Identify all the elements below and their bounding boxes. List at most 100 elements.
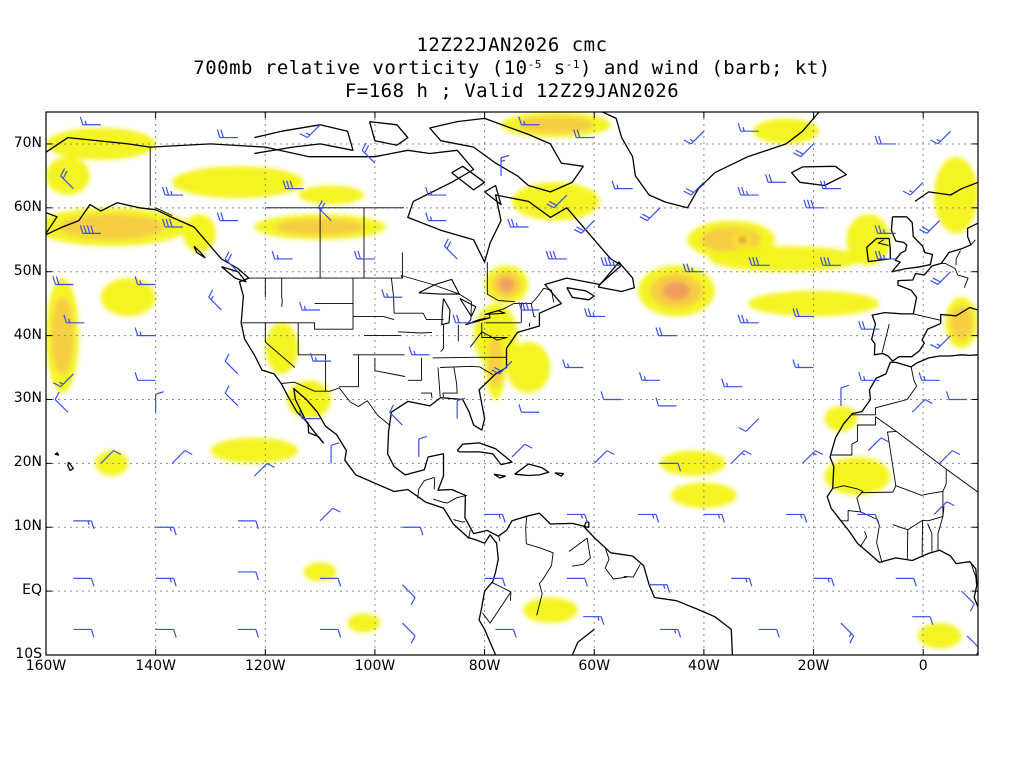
wind-barb	[919, 220, 941, 234]
political-boundary	[895, 469, 947, 496]
wind-barbs	[52, 116, 978, 655]
wind-barb	[518, 301, 540, 311]
wind-barb	[155, 628, 177, 638]
wind-barb	[566, 513, 588, 523]
political-boundary	[417, 476, 435, 499]
wind-barb	[731, 577, 753, 587]
wind-barb	[737, 314, 759, 324]
wind-barb	[765, 174, 787, 183]
vorticity-patch	[824, 405, 858, 432]
wind-barb	[858, 321, 880, 330]
wind-barb	[562, 359, 584, 369]
graticule	[46, 112, 978, 655]
wind-barb	[443, 238, 458, 260]
wind-barb	[425, 212, 447, 222]
political-boundary	[907, 519, 923, 531]
wind-barb	[737, 122, 759, 132]
vorticity-patch	[298, 185, 364, 205]
political-boundary	[623, 564, 641, 578]
vorticity-patch	[303, 562, 337, 582]
vorticity-patch	[709, 246, 863, 272]
vorticity-patch	[210, 437, 299, 464]
wind-barb	[54, 391, 69, 413]
political-boundary	[941, 262, 969, 288]
wind-barb	[840, 384, 850, 406]
wind-barb	[224, 385, 239, 407]
wind-barb	[237, 628, 259, 638]
wind-barb	[945, 391, 968, 401]
wind-barb	[134, 372, 156, 381]
wind-barb	[381, 289, 403, 298]
wind-barb	[79, 116, 101, 126]
wind-barb	[611, 180, 633, 190]
lon-label: 40W	[688, 658, 720, 674]
wind-barb	[408, 346, 430, 356]
coastline	[254, 124, 354, 155]
coastline	[456, 442, 513, 466]
wind-barb	[792, 308, 814, 318]
vorticity-patch	[670, 482, 737, 509]
political-boundary	[442, 367, 458, 397]
wind-barb	[73, 577, 95, 587]
political-boundary	[469, 331, 508, 348]
wind-barb	[912, 616, 934, 625]
vorticity-patch	[265, 322, 299, 374]
political-boundary	[397, 331, 433, 334]
lat-label: 20N	[13, 454, 42, 471]
wind-barb	[401, 622, 416, 644]
vorticity-patch	[51, 296, 74, 375]
political-boundary	[568, 537, 591, 567]
wind-barb	[840, 622, 855, 644]
political-boundary	[281, 381, 391, 427]
political-boundary	[482, 591, 512, 624]
wind-barb	[320, 577, 342, 587]
political-boundary	[248, 275, 555, 324]
wind-barb	[452, 314, 474, 324]
coastline	[826, 354, 978, 608]
wind-barb	[792, 359, 814, 369]
wind-barb	[600, 257, 622, 266]
lat-label: 40N	[13, 326, 42, 343]
wind-barb	[518, 116, 540, 126]
political-boundary	[264, 322, 296, 368]
wind-barb	[52, 276, 74, 286]
wind-barb	[484, 577, 506, 587]
wind-barb	[939, 450, 961, 464]
wind-barb	[930, 130, 952, 145]
political-boundary	[833, 485, 864, 499]
wind-barb	[216, 212, 238, 222]
wind-barb	[730, 450, 752, 464]
wind-barb	[63, 314, 85, 324]
coastline	[890, 216, 934, 273]
lon-label: 100W	[354, 658, 396, 674]
political-boundary	[491, 581, 512, 601]
political-boundary	[281, 278, 283, 307]
coastline	[46, 202, 499, 655]
wind-barb	[660, 628, 682, 638]
political-boundary	[338, 354, 359, 388]
vorticity-patch	[347, 613, 381, 633]
wind-barb	[819, 180, 841, 190]
wind-barb	[60, 168, 74, 190]
wind-barb	[573, 220, 595, 234]
political-boundary	[440, 324, 444, 352]
vorticity-patch	[498, 277, 515, 292]
political-boundary	[913, 313, 941, 321]
coastline	[220, 265, 247, 283]
vorticity-patch	[660, 450, 726, 477]
wind-barb	[758, 628, 780, 638]
wind-barb	[858, 372, 880, 381]
vorticity-patch	[662, 281, 691, 301]
wind-barb	[271, 250, 293, 260]
lake-outline	[459, 298, 477, 317]
vorticity-patch	[287, 380, 332, 419]
wind-barb	[320, 628, 342, 638]
wind-barb	[299, 410, 321, 420]
wind-barb	[930, 335, 952, 349]
wind-barb	[518, 404, 540, 413]
wind-barb	[299, 124, 321, 139]
political-boundary	[437, 367, 441, 397]
wind-barb	[545, 250, 567, 260]
wind-barb	[895, 577, 917, 587]
wind-barb	[902, 181, 924, 196]
